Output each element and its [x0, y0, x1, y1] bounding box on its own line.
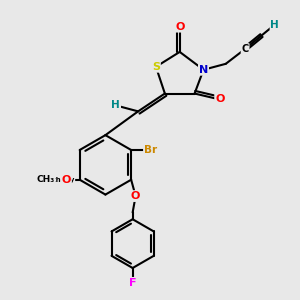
Text: CH₃: CH₃ — [36, 175, 55, 184]
Text: F: F — [129, 278, 136, 288]
Text: O: O — [215, 94, 224, 104]
Text: O: O — [61, 175, 71, 185]
Text: C: C — [242, 44, 249, 54]
Text: O: O — [131, 191, 140, 201]
Text: O: O — [175, 22, 184, 32]
Text: N: N — [199, 65, 208, 75]
Text: S: S — [152, 62, 160, 72]
Text: methoxy: methoxy — [40, 177, 75, 183]
Text: H: H — [111, 100, 120, 110]
Text: H: H — [271, 20, 279, 30]
Text: Br: Br — [144, 145, 157, 155]
